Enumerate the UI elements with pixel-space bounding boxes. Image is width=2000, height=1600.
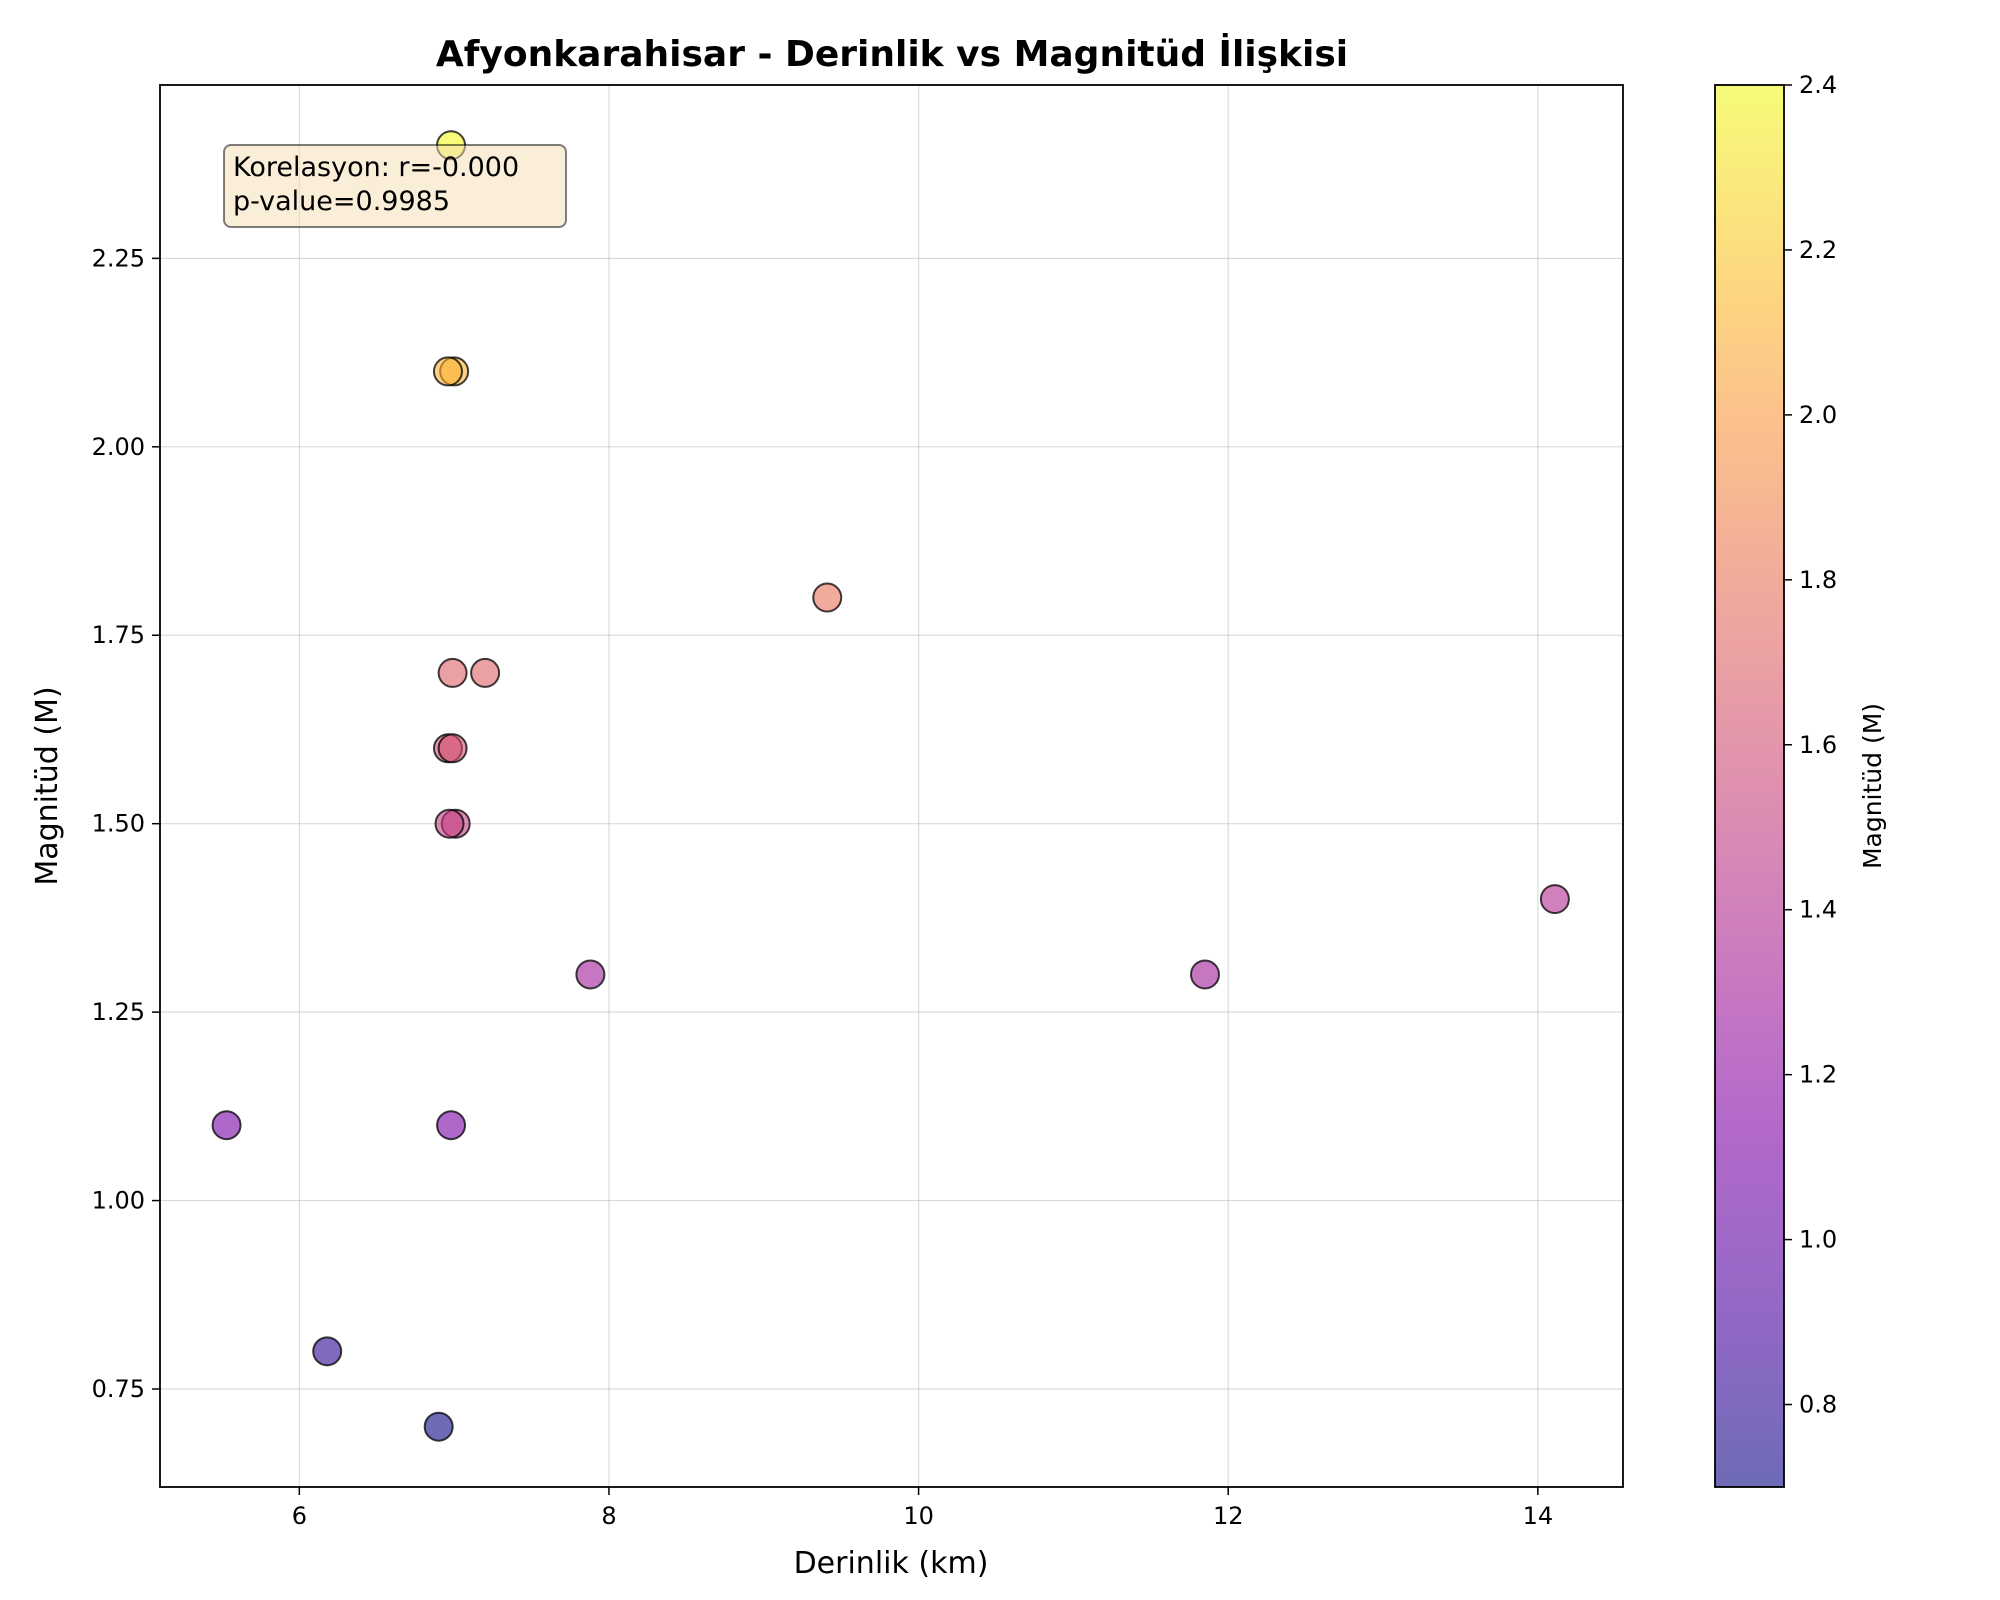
x-axis-ticks: 6 8 10 12 14 xyxy=(292,1487,1553,1530)
colorbar-tick-label: 1.6 xyxy=(1799,731,1837,759)
colorbar-gradient xyxy=(1715,85,1784,1487)
data-point xyxy=(1539,884,1570,915)
y-tick-label: 1.25 xyxy=(92,998,145,1026)
colorbar-tick-label: 2.2 xyxy=(1799,236,1837,264)
data-point xyxy=(434,808,465,839)
colorbar-tick-label: 2.0 xyxy=(1799,401,1837,429)
colorbar-ticks: 0.8 1.0 1.2 1.4 1.6 1.8 2.0 2.2 2.4 xyxy=(1784,71,1837,1419)
y-axis-ticks: 0.75 1.00 1.25 1.50 1.75 2.00 2.25 xyxy=(92,244,160,1403)
annotation-box: Korelasyon: r=-0.000 p-value=0.9985 xyxy=(223,144,567,228)
y-axis-label: Magnitüd (M) xyxy=(30,686,65,885)
data-point xyxy=(812,582,843,613)
annotation-pvalue: p-value=0.9985 xyxy=(233,186,450,217)
colorbar-tick-label: 1.2 xyxy=(1799,1061,1837,1089)
data-point xyxy=(437,657,468,688)
colorbar: 0.8 1.0 1.2 1.4 1.6 1.8 2.0 2.2 2.4 Magnitüd (M) xyxy=(1714,71,1887,1488)
data-point xyxy=(312,1336,343,1367)
data-point xyxy=(437,733,468,764)
colorbar-label: Magnitüd (M) xyxy=(1858,703,1887,869)
data-point xyxy=(470,657,501,688)
x-tick-label: 8 xyxy=(601,1502,616,1530)
data-point xyxy=(211,1110,242,1141)
colorbar-tick-label: 1.8 xyxy=(1799,566,1837,594)
data-point xyxy=(436,1110,467,1141)
colorbar-frame xyxy=(1714,84,1785,1488)
grid xyxy=(160,85,1623,1487)
data-point xyxy=(575,959,606,990)
colorbar-tick-label: 1.4 xyxy=(1799,896,1837,924)
y-tick-label: 2.00 xyxy=(92,433,145,461)
y-tick-label: 2.25 xyxy=(92,244,145,272)
y-tick-label: 1.00 xyxy=(92,1187,145,1215)
y-tick-label: 0.75 xyxy=(92,1375,145,1403)
colorbar-tick-label: 0.8 xyxy=(1799,1391,1837,1419)
y-tick-label: 1.50 xyxy=(92,810,145,838)
annotation-correlation: Korelasyon: r=-0.000 xyxy=(233,152,519,183)
x-tick-label: 12 xyxy=(1213,1502,1244,1530)
data-point xyxy=(432,356,463,387)
colorbar-tick-label: 2.4 xyxy=(1799,71,1837,99)
annotation-background xyxy=(223,144,567,228)
chart-title: Afyonkarahisar - Derinlik vs Magnitüd İl… xyxy=(436,33,1348,75)
colorbar-tick-label: 1.0 xyxy=(1799,1226,1837,1254)
x-tick-label: 14 xyxy=(1523,1502,1554,1530)
data-points xyxy=(211,130,1570,1442)
x-tick-label: 10 xyxy=(903,1502,934,1530)
x-axis-label: Derinlik (km) xyxy=(794,1546,989,1581)
x-tick-label: 6 xyxy=(292,1502,307,1530)
plot-frame xyxy=(159,84,1624,1488)
y-tick-label: 1.75 xyxy=(92,621,145,649)
data-point xyxy=(423,1411,454,1442)
data-point xyxy=(1190,959,1220,990)
